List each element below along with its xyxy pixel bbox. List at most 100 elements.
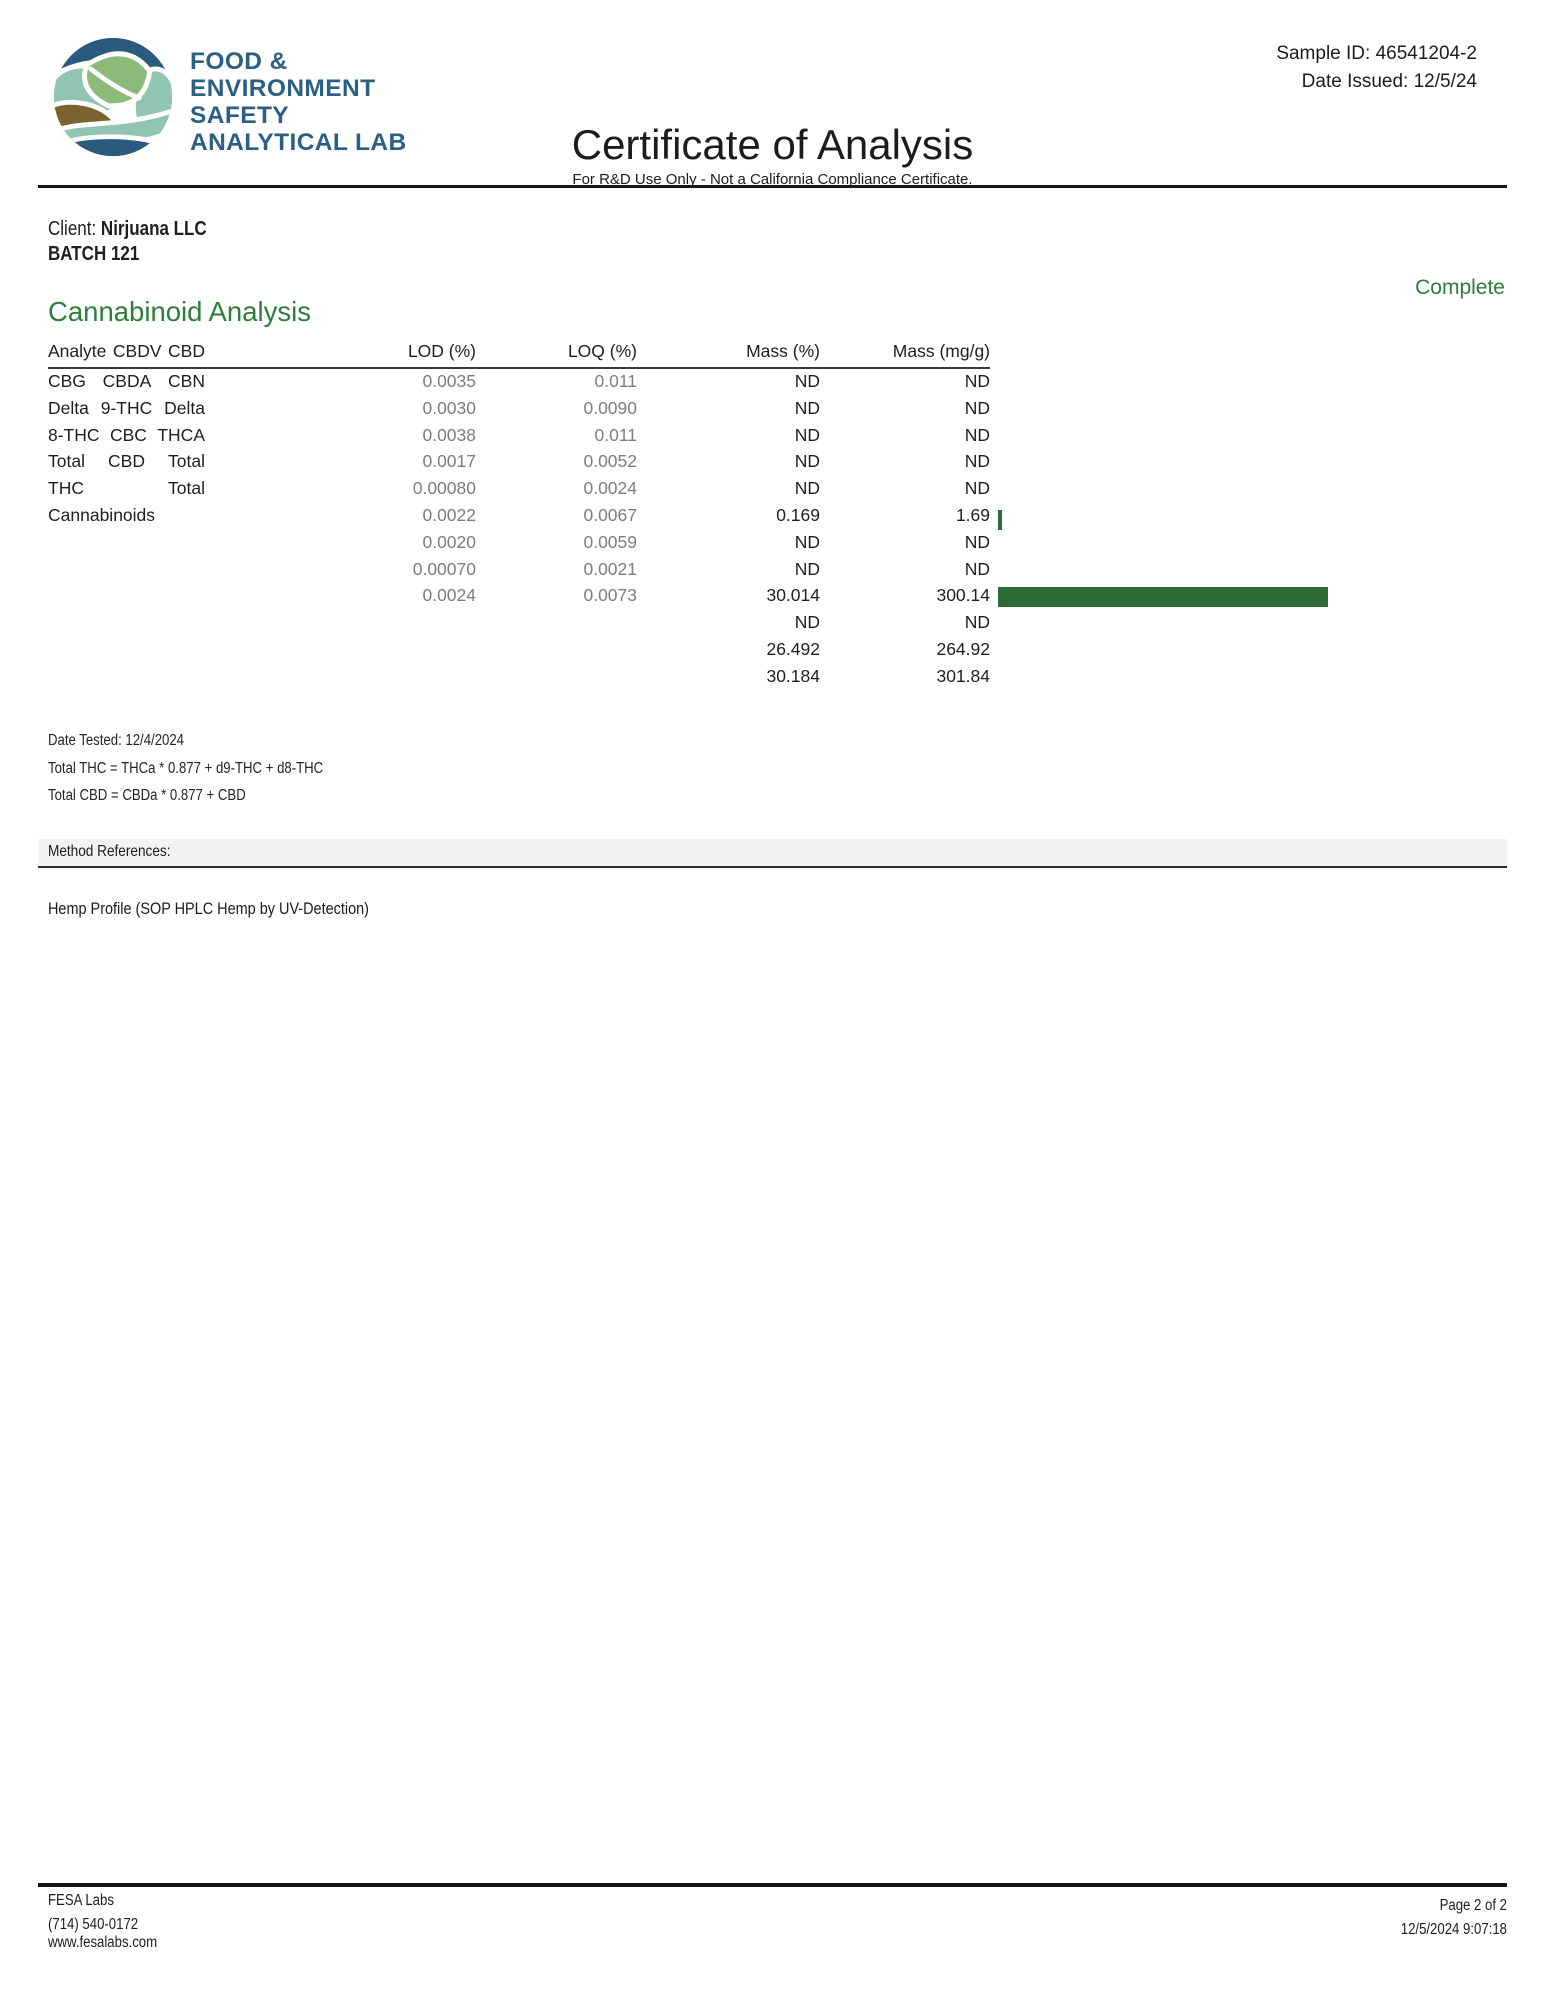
analyte-cell: Cannabinoids bbox=[48, 504, 205, 530]
cell-mass-mgg: ND bbox=[964, 424, 990, 445]
cell-mass-pct: ND bbox=[794, 451, 820, 472]
cell-mass-pct: ND bbox=[794, 531, 820, 552]
column-header-loq: LOQ (%) bbox=[567, 341, 637, 361]
analyte-cell: 8-THC CBC THCA bbox=[48, 424, 205, 450]
cell-lod: 0.0038 bbox=[422, 424, 476, 445]
footer-timestamp: 12/5/2024 9:07:18 bbox=[1400, 1920, 1507, 1938]
analyte-word: 9-THC bbox=[100, 397, 153, 418]
cell-mass-pct: 30.184 bbox=[766, 665, 820, 686]
analyte-word: Total bbox=[168, 478, 205, 499]
cell-lod: 0.0017 bbox=[422, 451, 476, 472]
lab-logo: FOOD & ENVIRONMENT SAFETY ANALYTICAL LAB bbox=[50, 34, 407, 160]
cell-mass-mgg: ND bbox=[964, 531, 990, 552]
logo-line: FOOD & bbox=[190, 48, 288, 75]
cell-mass-pct: 30.014 bbox=[766, 585, 820, 606]
cell-loq: 0.0024 bbox=[583, 478, 637, 499]
cell-mass-mgg: ND bbox=[964, 397, 990, 418]
cell-loq: 0.011 bbox=[594, 424, 638, 445]
cannabinoid-table: Analyte CBDV CBD LOD (%) LOQ (%) Mass (%) … bbox=[48, 341, 990, 691]
analyte-cell: Delta 9-THC Delta bbox=[48, 397, 205, 423]
analyte-word: THCA bbox=[157, 424, 205, 445]
client-block: Client: Nirjuana LLC BATCH 121 bbox=[48, 217, 207, 266]
cell-mass-pct: 26.492 bbox=[766, 638, 820, 659]
cell-loq: 0.0052 bbox=[583, 451, 637, 472]
footer-lab-name: FESA Labs bbox=[48, 1892, 114, 1909]
cell-mass-pct: ND bbox=[794, 424, 820, 445]
analyte-cell bbox=[48, 584, 205, 610]
analyte-cell bbox=[48, 531, 205, 557]
analyte-word: Analyte bbox=[48, 341, 107, 361]
client-name: Nirjuana LLC bbox=[100, 218, 207, 240]
analyte-word: Delta bbox=[164, 397, 205, 418]
analyte-word: Total bbox=[168, 451, 205, 472]
cell-loq: 0.0021 bbox=[583, 558, 637, 579]
batch-text: BATCH 121 bbox=[48, 242, 140, 265]
footer-divider bbox=[38, 1883, 1507, 1887]
table-row: Total CBD Total 0.0017 0.0052 ND ND bbox=[48, 449, 990, 476]
column-header-analyte: Analyte CBDV CBD bbox=[48, 341, 205, 362]
analyte-word: CBG bbox=[48, 371, 86, 391]
cell-mass-pct: ND bbox=[794, 612, 820, 633]
analyte-word: CBN bbox=[168, 371, 205, 391]
cell-lod: 0.00070 bbox=[412, 558, 476, 579]
analyte-word: CBDA bbox=[102, 371, 152, 391]
footer-right: Page 2 of 2 12/5/2024 9:07:18 bbox=[1401, 1894, 1507, 1941]
analyte-word: CBD bbox=[108, 451, 145, 472]
analyte-cell bbox=[48, 611, 205, 637]
table-row: 8-THC CBC THCA 0.0038 0.011 ND ND bbox=[48, 423, 990, 450]
section-title: Cannabinoid Analysis bbox=[48, 296, 311, 327]
cell-loq bbox=[476, 638, 637, 664]
cell-mass-pct: 0.169 bbox=[776, 504, 820, 525]
total-cbd-formula: Total CBD = CBDa * 0.877 + CBD bbox=[48, 787, 246, 804]
analyte-cell: THC Total bbox=[48, 477, 205, 503]
cell-loq bbox=[476, 611, 637, 637]
cell-loq bbox=[476, 665, 637, 691]
logo-line: ANALYTICAL LAB bbox=[190, 129, 407, 156]
cell-loq: 0.0067 bbox=[583, 504, 637, 525]
table-row: 0.0020 0.0059 ND ND bbox=[48, 530, 990, 557]
analyte-cell bbox=[48, 665, 205, 691]
cell-mass-mgg: ND bbox=[964, 478, 990, 499]
analyte-word: Delta bbox=[48, 397, 89, 418]
table-row: 26.492 264.92 bbox=[48, 637, 990, 664]
analyte-word: 8-THC bbox=[48, 424, 100, 445]
table-row: CBG CBDA CBN 0.0035 0.011 ND ND bbox=[48, 369, 990, 396]
date-issued: Date Issued: 12/5/24 bbox=[1301, 71, 1477, 92]
analyte-word: Cannabinoids bbox=[48, 504, 156, 525]
logo-line: ENVIRONMENT bbox=[190, 75, 376, 102]
table-body: CBG CBDA CBN 0.0035 0.011 ND ND Delta 9-THC Delta… bbox=[48, 369, 990, 691]
cell-mass-pct: ND bbox=[794, 397, 820, 418]
cell-mass-mgg: 300.14 bbox=[936, 585, 990, 606]
page-title: Certificate of Analysis bbox=[571, 121, 974, 168]
date-tested: Date Tested: 12/4/2024 bbox=[48, 732, 185, 749]
table-row: 30.184 301.84 bbox=[48, 664, 990, 691]
client-label: Client: bbox=[48, 218, 97, 240]
status-badge: Complete bbox=[1415, 276, 1505, 299]
analyte-word: CBDV bbox=[112, 341, 162, 361]
table-row: ND ND bbox=[48, 610, 990, 637]
notes-block: Date Tested: 12/4/2024 Total THC = THCa … bbox=[48, 727, 323, 810]
mass-bar bbox=[998, 510, 1002, 530]
analyte-word: CBD bbox=[168, 341, 205, 361]
disclaimer-text: For R&D Use Only - Not a California Comp… bbox=[572, 171, 973, 188]
table-row: 0.00070 0.0021 ND ND bbox=[48, 557, 990, 584]
cell-mass-mgg: ND bbox=[964, 451, 990, 472]
cell-mass-mgg: ND bbox=[964, 558, 990, 579]
cell-mass-pct: ND bbox=[794, 371, 820, 391]
table-header: Analyte CBDV CBD LOD (%) LOQ (%) Mass (%) … bbox=[48, 341, 990, 369]
cell-loq: 0.011 bbox=[594, 371, 638, 391]
table-row: Cannabinoids 0.0022 0.0067 0.169 1.69 bbox=[48, 503, 990, 530]
sample-info: Sample ID: 46541204-2 Date Issued: 12/5/… bbox=[1276, 40, 1477, 96]
cell-mass-mgg: ND bbox=[964, 612, 990, 633]
cell-loq: 0.0090 bbox=[583, 397, 637, 418]
cell-mass-pct: ND bbox=[794, 558, 820, 579]
cell-lod: 0.0035 bbox=[422, 371, 476, 391]
analyte-word: Total bbox=[48, 451, 85, 472]
footer-phone: (714) 540-0172 bbox=[48, 1916, 139, 1933]
cell-loq: 0.0059 bbox=[583, 531, 637, 552]
analyte-cell bbox=[48, 558, 205, 584]
sample-id: Sample ID: 46541204-2 bbox=[1276, 43, 1477, 64]
lab-logo-icon bbox=[53, 37, 173, 157]
table-row: Delta 9-THC Delta 0.0030 0.0090 ND ND bbox=[48, 396, 990, 423]
